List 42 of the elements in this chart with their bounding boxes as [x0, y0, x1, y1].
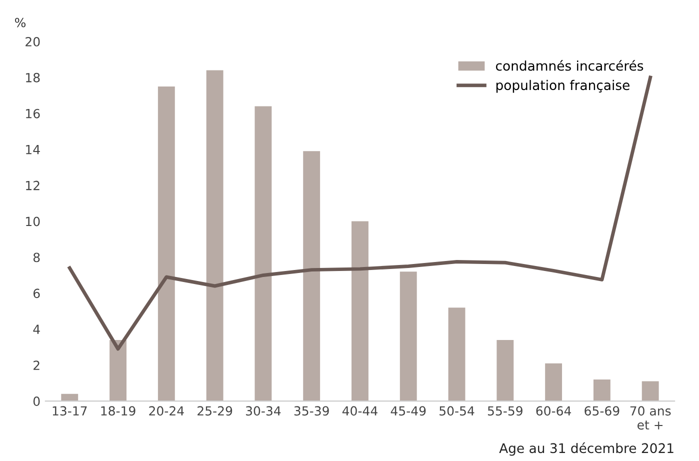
bar: [352, 221, 368, 402]
bar: [400, 272, 417, 402]
y-tick-label: 0: [33, 396, 40, 406]
line-series: [68, 76, 652, 351]
bar: [642, 381, 659, 402]
bar: [303, 151, 320, 402]
y-tick-label: 2: [34, 360, 40, 370]
y-tick-label: 20: [26, 36, 40, 46]
x-tick-label: 70 ans et +: [630, 406, 671, 430]
y-axis-title: %: [15, 18, 26, 28]
x-tick-label: 40-44: [342, 406, 378, 416]
legend-label: population française: [496, 80, 630, 93]
x-tick-label: 55-59: [488, 406, 522, 416]
x-tick-label: 50-54: [440, 406, 474, 416]
x-tick-label: 45-49: [390, 406, 426, 416]
y-tick-label: 16: [26, 108, 40, 118]
bar: [496, 340, 514, 402]
x-tick-label: 20-24: [149, 406, 184, 416]
y-tick-label: 14: [26, 145, 40, 154]
x-tick-label: 18-19: [101, 406, 136, 416]
bar: [545, 363, 562, 402]
bar: [254, 106, 272, 402]
x-axis-title: Age au 31 décembre 2021: [499, 442, 674, 456]
x-tick-label: 35-39: [294, 406, 329, 416]
x-tick-label: 13-17: [52, 406, 87, 416]
legend-label: condamnés incarcérés: [496, 60, 644, 71]
y-tick-label: 12: [26, 180, 40, 190]
x-tick-label: 30-34: [246, 406, 281, 416]
x-tick-label: 25-29: [198, 406, 232, 416]
bar: [158, 86, 175, 402]
y-tick-label: 18: [26, 72, 40, 82]
x-tick-label: 60-64: [536, 406, 572, 416]
y-tick-label: 4: [33, 324, 40, 334]
bar: [206, 70, 224, 402]
x-tick-label: 65-69: [584, 406, 620, 416]
bar: [110, 340, 126, 402]
y-tick-label: 8: [33, 252, 40, 262]
y-tick-label: 6: [33, 288, 40, 298]
bar: [61, 394, 78, 402]
bar: [448, 308, 466, 402]
bar: [593, 379, 610, 402]
y-tick-label: 10: [26, 216, 40, 226]
